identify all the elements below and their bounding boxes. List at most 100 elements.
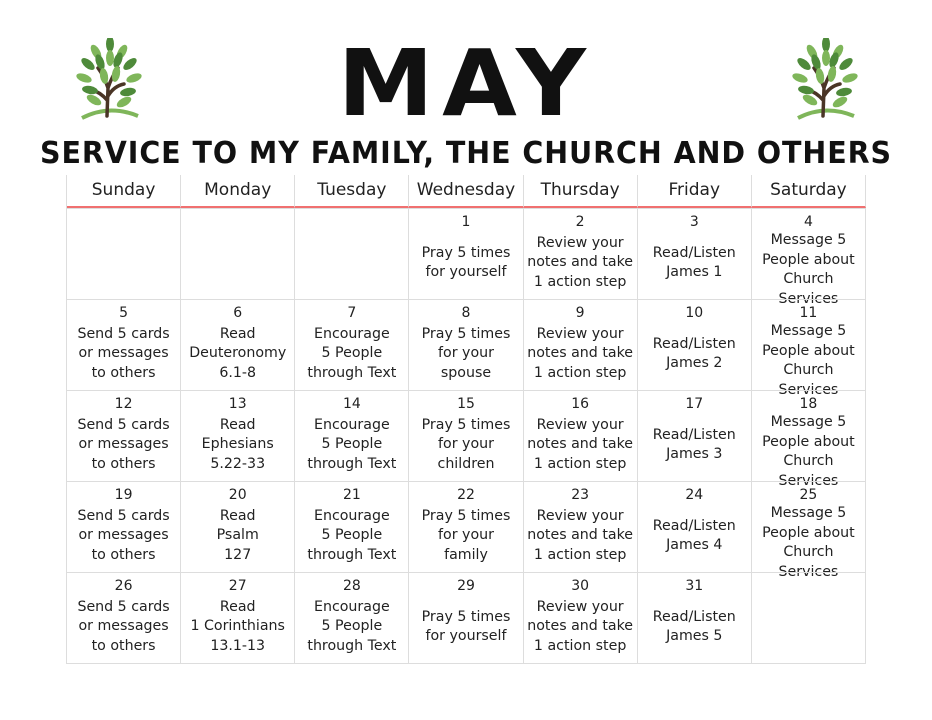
day-number: 30 [571,578,590,594]
day-cell: 15 Pray 5 times for your children [409,390,524,481]
day-number: 17 [685,396,704,412]
day-activity: Review your notes and take 1 action step [527,234,634,290]
day-cell: 16 Review your notes and take 1 action s… [523,390,638,481]
day-number: 18 [799,396,818,412]
day-cell: 31 Read/Listen James 5 [637,572,752,663]
weekday-header-monday: Monday [181,175,296,208]
day-activity: Read/Listen James 4 [652,517,736,554]
day-number: 19 [114,487,133,503]
day-cell: 6 Read Deuteronomy 6.1-8 [181,299,296,390]
day-number: 23 [571,487,590,503]
day-cell: 23 Review your notes and take 1 action s… [523,481,638,572]
day-cell: 20 Read Psalm 127 [181,481,296,572]
day-activity: Encourage 5 People through Text [307,416,397,472]
day-activity: Send 5 cards or messages to others [77,416,170,472]
day-cell: 8 Pray 5 times for your spouse [409,299,524,390]
day-activity: Pray 5 times for yourself [421,608,511,645]
day-cell: 28 Encourage 5 People through Text [295,572,410,663]
day-number: 16 [571,396,590,412]
day-cell: 7 Encourage 5 People through Text [295,299,410,390]
day-activity: Read Ephesians 5.22-33 [201,416,274,472]
day-cell: 26 Send 5 cards or messages to others [67,572,182,663]
day-number: 5 [119,305,129,321]
day-cell: 13 Read Ephesians 5.22-33 [181,390,296,481]
day-cell: 9 Review your notes and take 1 action st… [523,299,638,390]
tree-icon [76,38,142,120]
day-cell: 17 Read/Listen James 3 [637,390,752,481]
day-number: 21 [342,487,361,503]
weekday-header-thursday: Thursday [523,175,638,208]
day-number: 12 [114,396,133,412]
page-title: MAY [337,30,595,137]
day-number: 13 [228,396,247,412]
day-cell: 5 Send 5 cards or messages to others [67,299,182,390]
weekday-header-friday: Friday [637,175,752,208]
day-cell: 4 Message 5 People about Church Services [751,208,866,307]
day-cell: 2 Review your notes and take 1 action st… [523,208,638,299]
day-activity: Message 5 People about Church Services [762,232,855,307]
day-cell: 3 Read/Listen James 1 [637,208,752,299]
day-cell [295,208,410,299]
weekday-header-sunday: Sunday [67,175,182,208]
day-cell: 11 Message 5 People about Church Service… [751,299,866,398]
day-activity: Review your notes and take 1 action step [527,507,634,563]
day-activity: Pray 5 times for yourself [421,244,511,281]
day-activity: Read/Listen James 5 [652,608,736,645]
day-cell: 24 Read/Listen James 4 [637,481,752,572]
day-activity: Message 5 People about Church Services [762,414,855,489]
day-activity: Review your notes and take 1 action step [527,416,634,472]
day-cell: 19 Send 5 cards or messages to others [67,481,182,572]
day-number: 20 [228,487,247,503]
day-activity: Send 5 cards or messages to others [77,598,170,654]
day-number: 29 [457,578,475,594]
page-subtitle: SERVICE TO MY FAMILY, THE CHURCH AND OTH… [39,136,893,171]
day-activity: Message 5 People about Church Services [762,505,855,580]
day-cell: 22 Pray 5 times for your family [409,481,524,572]
day-activity: Review your notes and take 1 action step [527,325,634,381]
day-activity: Encourage 5 People through Text [307,507,397,563]
day-activity: Read/Listen James 3 [652,426,736,463]
day-number: 26 [114,578,133,594]
day-number: 10 [685,305,704,321]
day-activity: Pray 5 times for your family [421,507,511,563]
day-cell: 12 Send 5 cards or messages to others [67,390,182,481]
day-activity: Review your notes and take 1 action step [527,598,634,654]
day-number: 15 [457,396,475,412]
day-number: 9 [575,305,585,321]
weekday-header-saturday: Saturday [751,175,866,208]
day-activity: Read/Listen James 2 [652,335,736,372]
day-cell: 21 Encourage 5 People through Text [295,481,410,572]
day-cell: 10 Read/Listen James 2 [637,299,752,390]
weekday-header-tuesday: Tuesday [295,175,410,208]
weekday-header-wednesday: Wednesday [409,175,524,208]
day-number: 28 [342,578,361,594]
day-activity: Read Deuteronomy 6.1-8 [189,325,287,381]
day-cell: 27 Read 1 Corinthians 13.1-13 [181,572,296,663]
day-cell [751,572,866,663]
day-cell: 25 Message 5 People about Church Service… [751,481,866,580]
day-activity: Pray 5 times for your children [421,416,511,472]
day-number: 22 [457,487,475,503]
day-activity: Read 1 Corinthians 13.1-13 [190,598,285,654]
day-activity: Send 5 cards or messages to others [77,507,170,563]
day-cell [67,208,182,299]
day-cell: 29 Pray 5 times for yourself [409,572,524,663]
day-cell: 14 Encourage 5 People through Text [295,390,410,481]
day-number: 4 [803,214,813,230]
day-activity: Message 5 People about Church Services [762,323,855,398]
day-cell: 30 Review your notes and take 1 action s… [523,572,638,663]
day-number: 3 [689,214,699,230]
day-number: 1 [461,214,471,230]
day-activity: Read Psalm 127 [216,507,259,563]
day-number: 6 [233,305,243,321]
day-activity: Encourage 5 People through Text [307,325,397,381]
day-activity: Read/Listen James 1 [652,244,736,281]
tree-icon [792,38,858,120]
day-number: 25 [799,487,818,503]
day-number: 24 [685,487,704,503]
day-number: 14 [342,396,361,412]
day-cell: 1 Pray 5 times for yourself [409,208,524,299]
day-number: 27 [228,578,247,594]
day-number: 31 [685,578,704,594]
day-cell [181,208,296,299]
